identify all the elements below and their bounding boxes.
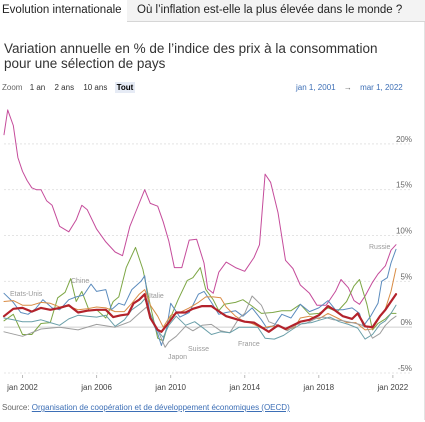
y-tick-label: 10%	[396, 227, 412, 236]
series-line-france	[2, 293, 398, 333]
source-prefix: Source:	[2, 403, 32, 412]
series-line-etats-unis	[3, 248, 397, 346]
x-tick-label: jan 2022	[377, 383, 409, 392]
zoom-button-2-ans[interactable]: 2 ans	[54, 83, 75, 92]
x-tick-label: jan 2002	[6, 383, 38, 392]
y-tick-label: 20%	[396, 135, 412, 144]
tab-inflation-la-plus-elevee[interactable]: Où l’inflation est-elle la plus élevée d…	[127, 0, 425, 22]
series-annotation: Japon	[168, 354, 187, 361]
source-link[interactable]: Organisation de coopération et de dévelo…	[31, 403, 290, 412]
series-line-russie	[3, 109, 397, 306]
zoom-button-tout[interactable]: Tout	[114, 82, 136, 93]
date-range: jan 1, 2001 → mar 1, 2022	[296, 83, 403, 92]
series-annotation: France	[238, 341, 260, 348]
x-tick-label: jan 2010	[154, 383, 186, 392]
series-line-japon	[3, 295, 397, 348]
zoom-button-1-an[interactable]: 1 an	[29, 83, 46, 92]
series-line-chine	[3, 246, 397, 342]
series-annotation: Italie	[149, 293, 164, 300]
zoom-button-10-ans[interactable]: 10 ans	[83, 83, 108, 92]
tab-evolution-internationale[interactable]: Evolution internationale	[0, 0, 129, 21]
y-tick-label: -5%	[398, 364, 412, 373]
y-tick-label: 0%	[400, 318, 412, 327]
series-annotation: Suisse	[188, 346, 209, 353]
zoom-label: Zoom	[2, 83, 23, 92]
source-note: Source: Organisation de coopération et d…	[2, 403, 290, 412]
x-tick-label: jan 2014	[228, 383, 260, 392]
tab-bar: Evolution internationale Où l’inflation …	[0, 0, 425, 22]
range-to[interactable]: mar 1, 2022	[360, 83, 403, 92]
series-annotation: Chine	[71, 278, 89, 285]
x-tick-label: jan 2018	[302, 383, 334, 392]
series-line-italie	[3, 268, 397, 331]
series-annotation: Etats-Unis	[10, 291, 43, 298]
chart-title: Variation annuelle en % de l’indice des …	[4, 41, 378, 71]
zoom-selector: Zoom 1 an 2 ans 10 ans Tout	[2, 82, 138, 93]
range-from[interactable]: jan 1, 2001	[296, 83, 336, 92]
series-annotation: Russie	[369, 244, 391, 251]
y-tick-label: 15%	[396, 181, 412, 190]
range-arrow: →	[343, 83, 352, 92]
y-tick-label: 5%	[400, 272, 412, 281]
x-tick-label: jan 2006	[80, 383, 112, 392]
series-line-suisse	[3, 298, 397, 340]
